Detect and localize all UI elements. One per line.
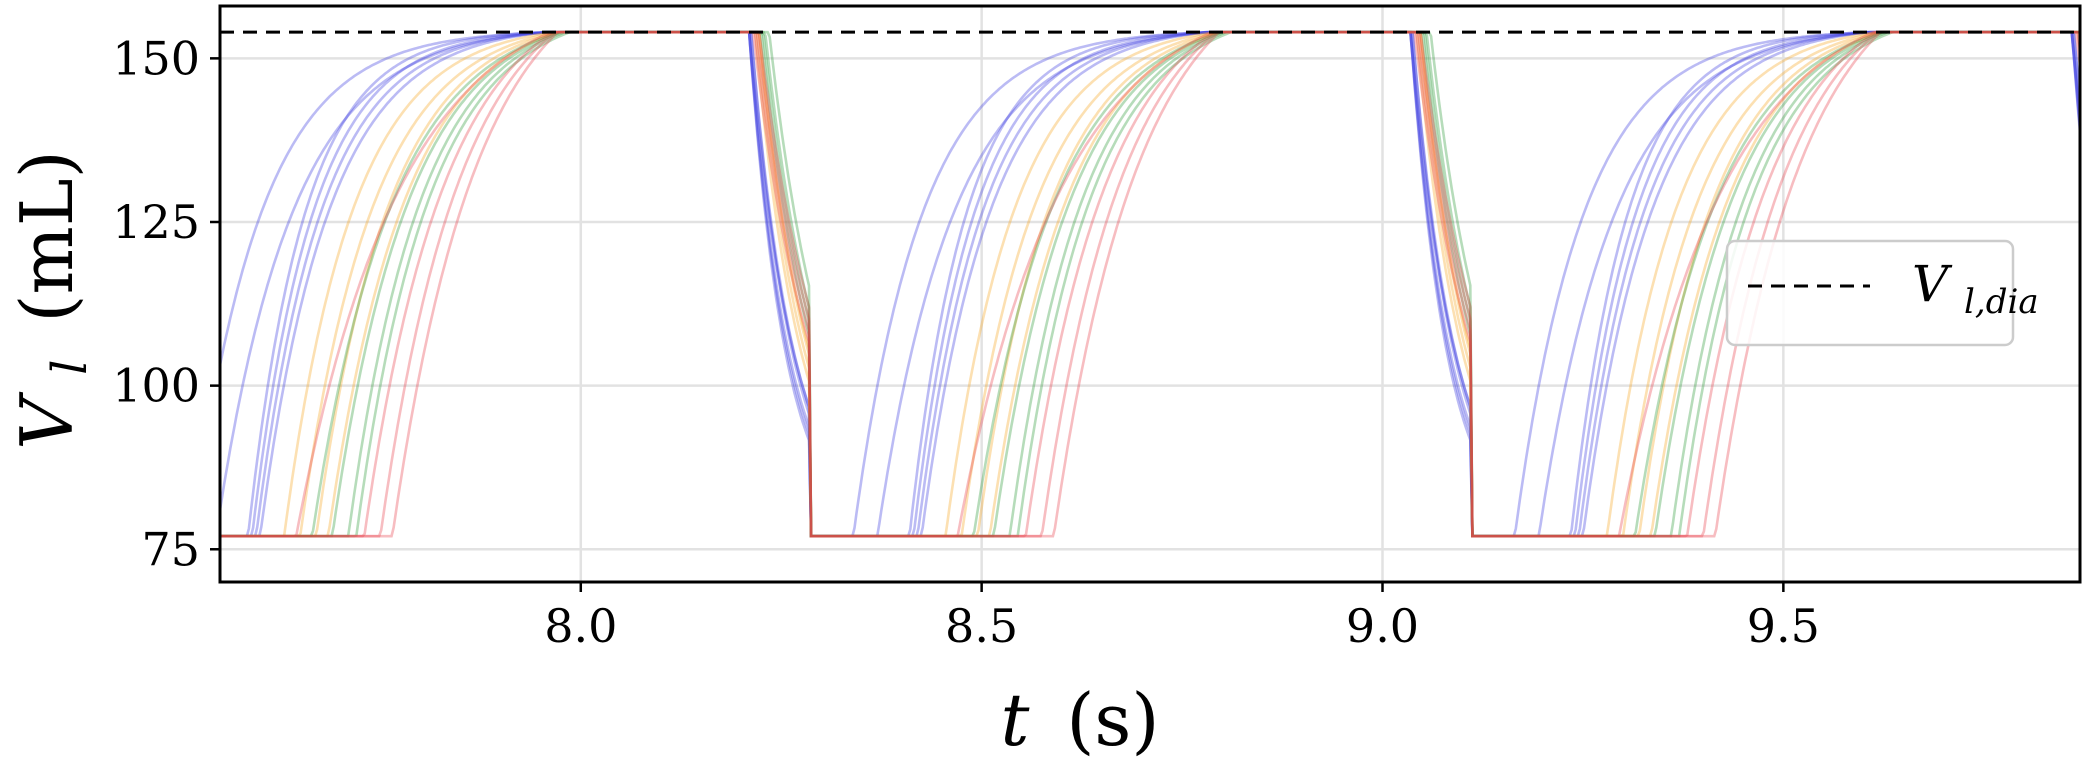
series-line-green — [220, 30, 2080, 538]
legend-label-main: V — [1912, 255, 1953, 313]
y-axis-unit: (mL) — [5, 150, 89, 322]
series-line-red — [220, 30, 2080, 538]
x-axis-var: t — [1001, 678, 1031, 762]
y-axis-var: V — [5, 391, 89, 450]
x-tick-label: 9.5 — [1747, 599, 1820, 653]
x-tick-label: 8.5 — [945, 599, 1018, 653]
series-line-green — [220, 30, 2080, 538]
x-axis-label: t (s) — [1001, 678, 1160, 762]
plot-frame — [218, 4, 2082, 584]
series-line-blue — [220, 30, 2080, 538]
y-tick-label: 75 — [141, 522, 200, 576]
y-tick-label: 100 — [112, 359, 200, 413]
y-axis-sub: l — [42, 359, 98, 374]
series-line-red — [220, 30, 2080, 538]
series-line-orange — [220, 30, 2080, 538]
series-line-red — [220, 30, 2080, 538]
y-tick-label: 150 — [112, 31, 200, 85]
y-axis-label: V l (mL) — [5, 150, 103, 449]
legend: V l,dia — [1725, 239, 2039, 347]
series-line-green — [220, 30, 2080, 538]
x-tick-label: 8.0 — [544, 599, 617, 653]
y-ticks: 75 100 125 150 — [112, 31, 220, 576]
series-line-blue — [220, 30, 2080, 538]
series-line-blue — [220, 30, 2080, 538]
legend-box — [1725, 239, 2015, 347]
grid — [220, 6, 2080, 582]
y-tick-label: 125 — [112, 195, 200, 249]
series-line-orange — [220, 30, 2080, 538]
x-axis-unit: (s) — [1066, 678, 1159, 762]
legend-label: V l,dia — [1912, 255, 2039, 322]
x-ticks: 8.0 8.5 9.0 9.5 — [544, 582, 1820, 653]
series-line-green — [220, 30, 2080, 538]
series-line-orange — [220, 30, 2080, 538]
legend-label-sub: l,dia — [1964, 282, 2039, 322]
x-tick-label: 9.0 — [1346, 599, 1419, 653]
series-line-orange — [220, 30, 2080, 538]
